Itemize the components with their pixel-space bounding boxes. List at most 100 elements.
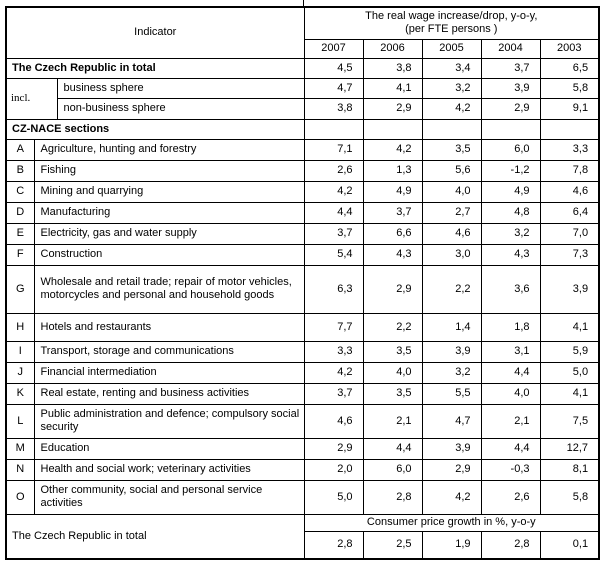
section-value: 5,6 [421,159,482,182]
section-value: 3,7 [303,222,364,245]
section-value: 2,1 [480,403,541,439]
cpi-value: 2,8 [303,530,364,560]
section-value: 6,3 [303,264,364,314]
section-code: I [5,340,35,363]
section-value: 3,7 [362,201,423,224]
section-code: M [5,437,35,460]
section-value: 4,3 [480,243,541,266]
sections-body: A Agriculture, hunting and forestry 7,1 … [5,138,600,515]
cpi-value: 2,5 [362,530,423,560]
table-row: A Agriculture, hunting and forestry 7,1 … [5,138,600,161]
section-value: 4,1 [539,312,600,342]
section-value: 7,7 [303,312,364,342]
business-sphere-label: business sphere [56,77,305,99]
section-value: 7,0 [539,222,600,245]
section-value: 5,0 [303,479,364,515]
footer-total-label: The Czech Republic in total [5,513,305,560]
section-value: 7,5 [539,403,600,439]
business-value: 4,1 [362,77,423,99]
business-sphere-row: incl. business sphere 4,7 4,1 3,2 3,9 5,… [5,77,600,120]
year-header-2007: 2007 [303,38,364,59]
table-row: D Manufacturing 4,4 3,7 2,7 4,8 6,4 [5,201,600,224]
cpi-header-row: The Czech Republic in total Consumer pri… [5,513,600,560]
section-value: 7,1 [303,138,364,161]
section-value: 1,3 [362,159,423,182]
non-business-value: 2,9 [480,97,541,120]
section-value: 2,6 [480,479,541,515]
measure-line-1: The real wage increase/drop, y-o-y, [365,10,538,23]
table-row: I Transport, storage and communications … [5,340,600,363]
section-value: 3,5 [362,382,423,405]
section-value: 5,8 [539,479,600,515]
section-name: Health and social work; veterinary activ… [33,458,305,481]
section-value: 8,1 [539,458,600,481]
section-code: E [5,222,35,245]
section-code: A [5,138,35,161]
section-value: -1,2 [480,159,541,182]
table-row: H Hotels and restaurants 7,7 2,2 1,4 1,8… [5,312,600,342]
table-footer: The Czech Republic in total Consumer pri… [5,513,600,560]
section-value: 2,9 [421,458,482,481]
section-value: 2,0 [303,458,364,481]
section-value: 7,3 [539,243,600,266]
section-code: N [5,458,35,481]
total-value: 6,5 [539,57,600,79]
cpi-value: 1,9 [421,530,482,560]
non-business-value: 2,9 [362,97,423,120]
section-value: 4,6 [539,180,600,203]
year-header-2005: 2005 [421,38,482,59]
section-value: 2,8 [362,479,423,515]
empty-cell [303,118,364,140]
table-row: O Other community, social and personal s… [5,479,600,515]
section-value: 3,6 [480,264,541,314]
business-value: 5,8 [539,77,600,99]
section-name: Real estate, renting and business activi… [33,382,305,405]
table-row: L Public administration and defence; com… [5,403,600,439]
section-value: 2,9 [362,264,423,314]
section-value: 7,8 [539,159,600,182]
total-value: 3,4 [421,57,482,79]
table-row: M Education 2,9 4,4 3,9 4,4 12,7 [5,437,600,460]
section-code: G [5,264,35,314]
cpi-values-row: 2,8 2,5 1,9 2,8 0,1 [6,530,600,560]
table-row: J Financial intermediation 4,2 4,0 3,2 4… [5,361,600,384]
section-value: 2,9 [303,437,364,460]
section-value: 3,0 [421,243,482,266]
section-value: 4,2 [303,361,364,384]
section-value: 6,0 [362,458,423,481]
section-value: 4,2 [362,138,423,161]
section-value: 2,7 [421,201,482,224]
section-value: 5,5 [421,382,482,405]
indicator-header: Indicator [5,6,305,59]
cz-nace-header-row: CZ-NACE sections [5,118,600,140]
section-value: 4,4 [480,437,541,460]
section-name: Agriculture, hunting and forestry [33,138,305,161]
table-row: N Health and social work; veterinary act… [5,458,600,481]
non-business-value: 3,8 [303,97,364,120]
section-code: J [5,361,35,384]
table-row: B Fishing 2,6 1,3 5,6 -1,2 7,8 [5,159,600,182]
table-row: C Mining and quarrying 4,2 4,9 4,0 4,9 4… [5,180,600,203]
section-name: Financial intermediation [33,361,305,384]
section-value: 1,8 [480,312,541,342]
section-value: 4,7 [421,403,482,439]
year-header-row: 2007 2006 2005 2004 2003 [6,38,600,59]
wage-statistics-table: Indicator The real wage increase/drop, y… [5,6,601,560]
section-value: 5,0 [539,361,600,384]
section-name: Electricity, gas and water supply [33,222,305,245]
table-row: F Construction 5,4 4,3 3,0 4,3 7,3 [5,243,600,266]
section-name: Fishing [33,159,305,182]
section-name: Public administration and defence; compu… [33,403,305,439]
non-business-sphere-label: non-business sphere [56,97,305,120]
section-value: 3,2 [480,222,541,245]
section-value: 4,0 [362,361,423,384]
empty-cell [539,118,600,140]
section-value: 6,6 [362,222,423,245]
column-rule-artifact [303,0,304,7]
empty-cell [480,118,541,140]
section-value: 12,7 [539,437,600,460]
section-value: 3,2 [421,361,482,384]
section-value: 4,6 [303,403,364,439]
section-value: 4,0 [480,382,541,405]
